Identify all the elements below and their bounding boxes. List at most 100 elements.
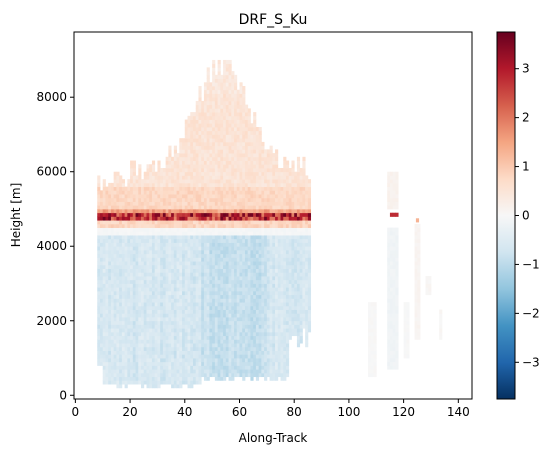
heatmap-cell	[149, 182, 153, 188]
heatmap-cell	[225, 153, 229, 158]
heatmap-cell	[168, 302, 172, 307]
heatmap-cell	[203, 246, 208, 251]
heatmap-cell	[182, 171, 186, 176]
heatmap-cell	[307, 242, 312, 247]
heatmap-cell	[182, 279, 186, 284]
heatmap-cell	[302, 257, 306, 262]
heatmap-cell	[176, 175, 180, 180]
heatmap-cell	[154, 335, 158, 340]
heatmap-cell	[239, 186, 243, 191]
heatmap-cell	[184, 238, 188, 243]
heatmap-cell	[143, 343, 147, 348]
heatmap-cell	[132, 298, 136, 303]
heatmap-cell	[209, 93, 213, 98]
heatmap-cell	[217, 201, 221, 206]
heatmap-cell	[138, 283, 142, 288]
heatmap-cell	[198, 313, 202, 318]
heatmap-cell	[130, 197, 134, 202]
heatmap-cell	[302, 179, 306, 184]
heatmap-cell	[162, 268, 167, 273]
heatmap-cell	[255, 320, 260, 325]
heatmap-cell	[258, 261, 262, 266]
heatmap-cell	[198, 257, 202, 262]
heatmap-cell	[214, 201, 219, 206]
heatmap-cell	[231, 134, 235, 139]
heatmap-cell	[157, 235, 161, 240]
heatmap-cell	[217, 160, 221, 165]
heatmap-cell	[266, 227, 270, 232]
heatmap-cell	[231, 227, 235, 232]
heatmap-cell	[119, 242, 123, 247]
heatmap-cell	[206, 100, 210, 106]
heatmap-cell	[214, 365, 219, 370]
heatmap-cell	[236, 190, 240, 195]
heatmap-cell	[99, 212, 104, 217]
heatmap-cell	[160, 246, 164, 251]
heatmap-cell	[239, 108, 243, 113]
heatmap-cell	[201, 294, 205, 299]
heatmap-cell	[296, 227, 301, 232]
heatmap-cell	[272, 264, 276, 269]
heatmap-cell	[288, 238, 292, 243]
heatmap-cell	[239, 287, 243, 292]
heatmap-cell	[209, 264, 213, 269]
heatmap-cell	[296, 309, 301, 314]
heatmap-cell	[124, 276, 128, 281]
heatmap-cell	[143, 235, 147, 240]
heatmap-cell	[160, 190, 164, 195]
heatmap-cell	[116, 380, 120, 385]
heatmap-cell	[231, 108, 235, 113]
heatmap-cell	[255, 358, 260, 363]
heatmap-cell	[228, 242, 232, 247]
heatmap-cell	[244, 119, 249, 124]
heatmap-cell	[214, 182, 219, 188]
heatmap-cell	[264, 171, 268, 176]
heatmap-cell	[203, 153, 208, 158]
heatmap-cell	[283, 194, 287, 199]
heatmap-cell	[124, 335, 128, 340]
heatmap-cell	[157, 309, 161, 314]
heatmap-cell	[236, 287, 240, 292]
heatmap-cell	[212, 216, 216, 221]
heatmap-cell	[190, 138, 194, 143]
heatmap-cell	[198, 127, 202, 132]
heatmap-cell	[220, 298, 224, 303]
heatmap-cell	[102, 298, 106, 303]
heatmap-cell	[130, 164, 134, 169]
heatmap-cell	[275, 298, 279, 303]
heatmap-cell	[130, 268, 134, 273]
heatmap-cell	[299, 324, 303, 329]
heatmap-cell	[176, 283, 180, 288]
heatmap-cell	[266, 179, 270, 184]
heatmap-cell	[168, 231, 172, 236]
heatmap-cell	[250, 171, 254, 176]
heatmap-cell	[110, 331, 115, 337]
heatmap-cell	[231, 305, 235, 310]
heatmap-cell	[225, 231, 229, 236]
heatmap-cell	[294, 283, 298, 288]
heatmap-cell	[214, 134, 219, 139]
heatmap-cell	[149, 179, 153, 184]
heatmap-cell	[157, 257, 161, 262]
heatmap-cell	[244, 346, 249, 351]
heatmap-cell	[269, 242, 273, 247]
heatmap-cell	[130, 350, 134, 355]
heatmap-cell	[247, 302, 251, 307]
heatmap-cell	[110, 242, 115, 247]
heatmap-cell	[266, 216, 270, 221]
heatmap-cell	[121, 272, 126, 277]
heatmap-cell	[217, 205, 221, 210]
heatmap-cell	[299, 216, 303, 221]
heatmap-cell	[203, 290, 208, 296]
heatmap-cell	[255, 190, 260, 195]
heatmap-cell	[264, 358, 268, 363]
heatmap-cell	[195, 238, 199, 243]
heatmap-cell	[195, 167, 199, 173]
heatmap-cell	[195, 249, 199, 255]
heatmap-cell	[138, 205, 142, 210]
heatmap-cell	[198, 242, 202, 247]
heatmap-cell	[305, 320, 309, 325]
heatmap-cell	[149, 343, 153, 348]
heatmap-cell	[285, 223, 290, 229]
heatmap-cell	[228, 361, 232, 366]
